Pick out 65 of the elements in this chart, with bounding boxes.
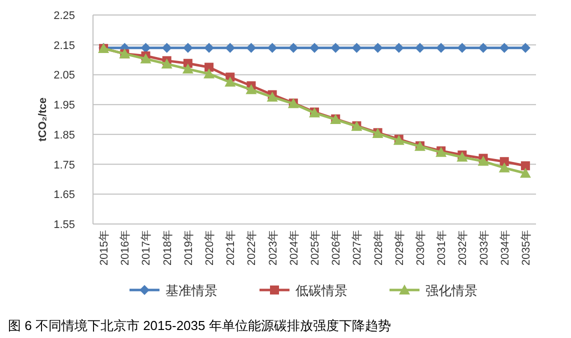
y-tick-label: 1.95 [54, 100, 75, 112]
x-tick-label: 2019年 [182, 230, 195, 266]
point [394, 42, 404, 53]
legend-label: 基准情景 [166, 283, 218, 298]
point [372, 42, 383, 53]
x-tick-label: 2028年 [372, 230, 385, 266]
x-tick-label: 2027年 [352, 230, 364, 266]
point [498, 162, 510, 172]
x-tick-label: 2029年 [394, 230, 406, 266]
legend-label: 低碳情景 [296, 283, 348, 298]
x-tick-label: 2030年 [414, 230, 427, 266]
point [310, 42, 320, 53]
y-tick-label: 1.75 [54, 159, 75, 172]
y-tick-label: 1.85 [54, 129, 75, 142]
point [161, 58, 172, 68]
point [478, 156, 489, 166]
point [182, 42, 193, 53]
point [224, 76, 236, 87]
y-tick-label: 1.65 [54, 189, 75, 202]
x-tick-label: 2017年 [140, 230, 153, 266]
x-tick-label: 2024年 [288, 230, 300, 266]
point [246, 42, 256, 53]
y-tick-label: 1.55 [54, 219, 75, 231]
point [436, 42, 446, 53]
point [457, 42, 468, 53]
point [182, 64, 194, 74]
x-tick-label: 2026年 [330, 230, 343, 266]
point [500, 157, 509, 166]
point [140, 53, 152, 64]
point [520, 161, 530, 170]
y-tick-label: 2.15 [54, 40, 75, 52]
x-tick-label: 2015年 [98, 230, 111, 266]
y-axis-title: tCO₂/tce [37, 97, 49, 142]
point [204, 42, 214, 53]
x-tick-label: 2016年 [120, 230, 132, 266]
point [225, 42, 236, 53]
x-tick-label: 2033年 [478, 230, 490, 266]
point [520, 168, 531, 178]
y-tick-label: 2.05 [54, 70, 75, 82]
x-tick-label: 2023年 [267, 230, 280, 266]
point [478, 42, 488, 53]
y-tick-label: 2.25 [54, 10, 75, 22]
x-tick-label: 2034年 [499, 230, 512, 266]
point [288, 42, 298, 53]
point [267, 42, 278, 53]
x-tick-label: 2032年 [457, 230, 470, 266]
point [246, 84, 257, 94]
x-tick-label: 2035年 [520, 230, 532, 266]
x-tick-label: 2031年 [436, 230, 448, 266]
x-tick-label: 2025年 [310, 230, 322, 266]
point [499, 42, 510, 53]
point [520, 42, 530, 53]
point [414, 42, 425, 53]
x-tick-label: 2018年 [162, 230, 174, 266]
point [204, 68, 215, 78]
point [330, 42, 341, 53]
point [140, 42, 151, 53]
point [266, 92, 278, 102]
x-tick-label: 2020年 [204, 230, 216, 266]
x-tick-label: 2022年 [246, 230, 258, 266]
caption: 图 6 不同情境下北京市 2015-2035 年单位能源碳排放强度下降趋势 [8, 318, 391, 333]
point [162, 42, 172, 53]
x-tick-label: 2021年 [225, 230, 238, 266]
point [352, 42, 362, 53]
legend-label: 强化情景 [426, 283, 478, 298]
